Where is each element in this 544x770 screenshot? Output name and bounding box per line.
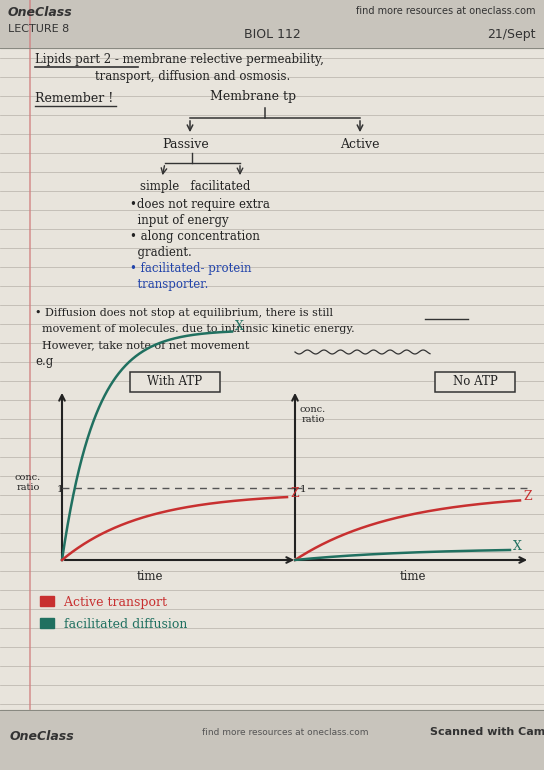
Text: •does not require extra: •does not require extra (130, 198, 270, 211)
Text: Z: Z (523, 490, 531, 504)
Text: Remember !: Remember ! (35, 92, 113, 105)
Text: find more resources at oneclass.com: find more resources at oneclass.com (202, 728, 368, 737)
Text: Z: Z (290, 487, 299, 500)
Text: However, take note of net movement: However, take note of net movement (35, 340, 249, 350)
Text: e.g: e.g (35, 355, 53, 368)
Text: conc.
ratio: conc. ratio (15, 473, 41, 492)
Text: With ATP: With ATP (147, 375, 202, 388)
Text: transporter.: transporter. (130, 278, 208, 291)
Text: LECTURE 8: LECTURE 8 (8, 24, 69, 34)
Text: OneClass: OneClass (10, 730, 75, 743)
Text: • facilitated- protein: • facilitated- protein (130, 262, 251, 275)
Bar (0, 0, 544, 48)
Text: No ATP: No ATP (453, 375, 497, 388)
Bar (0, 710, 544, 770)
Text: • Diffusion does not stop at equilibrium, there is still: • Diffusion does not stop at equilibrium… (35, 308, 333, 318)
Text: 1: 1 (300, 485, 307, 494)
Text: Membrane tp: Membrane tp (210, 90, 296, 103)
Text: input of energy: input of energy (130, 214, 228, 227)
Text: Active: Active (340, 138, 380, 151)
Text: time: time (137, 570, 163, 583)
Text: transport, diffusion and osmosis.: transport, diffusion and osmosis. (35, 70, 290, 83)
Text: X: X (513, 540, 522, 553)
Text: Active transport: Active transport (60, 596, 167, 609)
Bar (435, 372, 515, 392)
Text: find more resources at oneclass.com: find more resources at oneclass.com (356, 6, 536, 16)
Text: BIOL 112: BIOL 112 (244, 28, 300, 41)
Bar (130, 372, 220, 392)
Text: gradient.: gradient. (130, 246, 191, 259)
Text: X: X (235, 320, 244, 333)
Text: Scanned with CamScanner: Scanned with CamScanner (430, 727, 544, 737)
Text: • along concentration: • along concentration (130, 230, 260, 243)
Text: time: time (400, 570, 426, 583)
Text: 1: 1 (57, 485, 64, 494)
Bar (40, 618, 54, 628)
Bar (40, 596, 54, 606)
Text: movement of molecules. due to intrinsic kinetic energy.: movement of molecules. due to intrinsic … (35, 324, 355, 334)
Text: conc.
ratio: conc. ratio (300, 404, 326, 424)
Text: simple   facilitated: simple facilitated (140, 180, 250, 193)
Text: Lipids part 2 - membrane relective permeability,: Lipids part 2 - membrane relective perme… (35, 53, 324, 66)
Text: facilitated diffusion: facilitated diffusion (60, 618, 187, 631)
Text: OneClass: OneClass (8, 6, 73, 19)
Text: Passive: Passive (162, 138, 209, 151)
Text: 21/Sept: 21/Sept (487, 28, 536, 41)
